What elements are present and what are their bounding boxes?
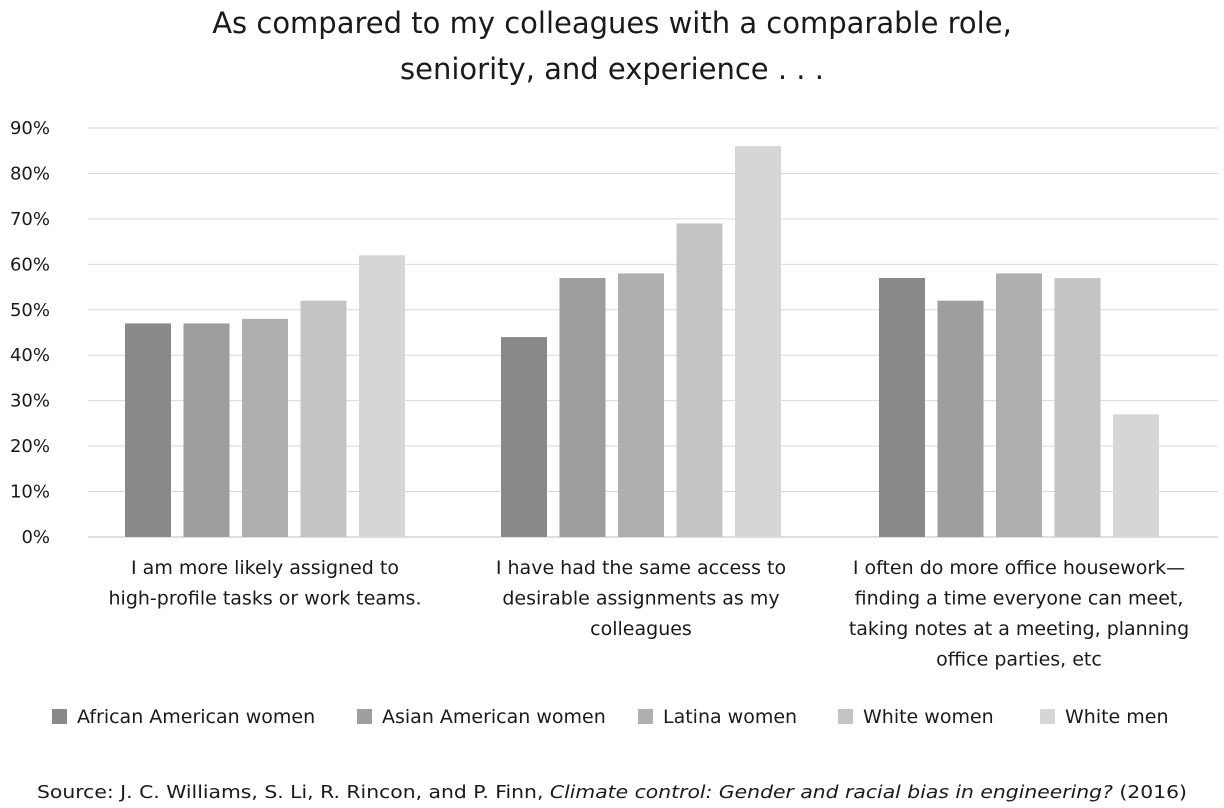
chart-title-line: As compared to my colleagues with a comp…: [212, 6, 1012, 40]
legend-swatch: [638, 709, 653, 724]
bar-african-american-women: [879, 277, 925, 537]
y-tick-label: 20%: [10, 436, 50, 457]
y-tick-label: 0%: [21, 527, 50, 548]
bar-african-american-women: [125, 323, 171, 537]
bar-latina-women: [242, 318, 288, 537]
bar-latina-women: [618, 273, 664, 537]
legend-swatch: [357, 709, 372, 724]
chart-title-line: seniority, and experience . . .: [400, 52, 824, 86]
x-axis-categories: I am more likely assigned to high-profile…: [109, 557, 1190, 671]
bar-latina-women: [996, 273, 1042, 537]
bar-white-men: [1113, 414, 1159, 537]
x-category-label: I often do more office housework—: [853, 557, 1185, 579]
legend-label: African American women: [77, 706, 315, 728]
source-title: Climate control: Gender and racial bias …: [550, 782, 1113, 803]
y-tick-label: 50%: [10, 300, 50, 321]
legend-label: Asian American women: [382, 706, 606, 728]
legend-label: Latina women: [663, 706, 797, 728]
bar-white-women: [300, 300, 347, 537]
legend-swatch: [1040, 709, 1055, 724]
chart-title: As compared to my colleagues with a comp…: [212, 6, 1012, 86]
bar-white-women: [676, 223, 723, 537]
legend-swatch: [838, 709, 853, 724]
bar-asian-american-women: [183, 323, 230, 537]
x-category-label: high-profile tasks or work teams.: [109, 588, 422, 610]
x-category-label: colleagues: [590, 618, 692, 640]
y-tick-label: 40%: [10, 345, 50, 366]
bar-white-men: [359, 255, 405, 537]
legend-label: White men: [1065, 706, 1169, 728]
legend-swatch: [52, 709, 67, 724]
bar-white-women: [1054, 277, 1101, 537]
y-axis-ticks: 0% 10% 20% 30% 40% 50% 60% 70% 80% 90%: [10, 118, 50, 548]
y-tick-label: 10%: [10, 482, 50, 503]
x-category-label: finding a time everyone can meet,: [855, 588, 1184, 610]
x-category-label: desirable assignments as my: [502, 588, 779, 610]
bar-asian-american-women: [559, 277, 606, 537]
source-note: Source: J. C. Williams, S. Li, R. Rincon…: [37, 782, 1187, 803]
bar-african-american-women: [501, 337, 547, 537]
x-category-label: I am more likely assigned to: [131, 557, 399, 579]
y-tick-label: 80%: [10, 163, 50, 184]
bar-asian-american-women: [937, 300, 984, 537]
y-tick-label: 90%: [10, 118, 50, 139]
legend: African American women Asian American wom…: [52, 706, 1169, 728]
bars: [125, 146, 1159, 537]
x-category-label: taking notes at a meeting, planning: [849, 618, 1189, 640]
legend-label: White women: [863, 706, 994, 728]
source-citation: Source: J. C. Williams, S. Li, R. Rincon…: [37, 782, 1187, 803]
source-prefix: Source: J. C. Williams, S. Li, R. Rincon…: [37, 782, 550, 803]
y-tick-label: 30%: [10, 391, 50, 412]
bar-white-men: [735, 146, 781, 537]
x-category-label: office parties, etc: [936, 649, 1102, 671]
x-category-label: I have had the same access to: [496, 557, 786, 579]
y-tick-label: 60%: [10, 254, 50, 275]
y-tick-label: 70%: [10, 209, 50, 230]
source-year: (2016): [1113, 782, 1187, 803]
